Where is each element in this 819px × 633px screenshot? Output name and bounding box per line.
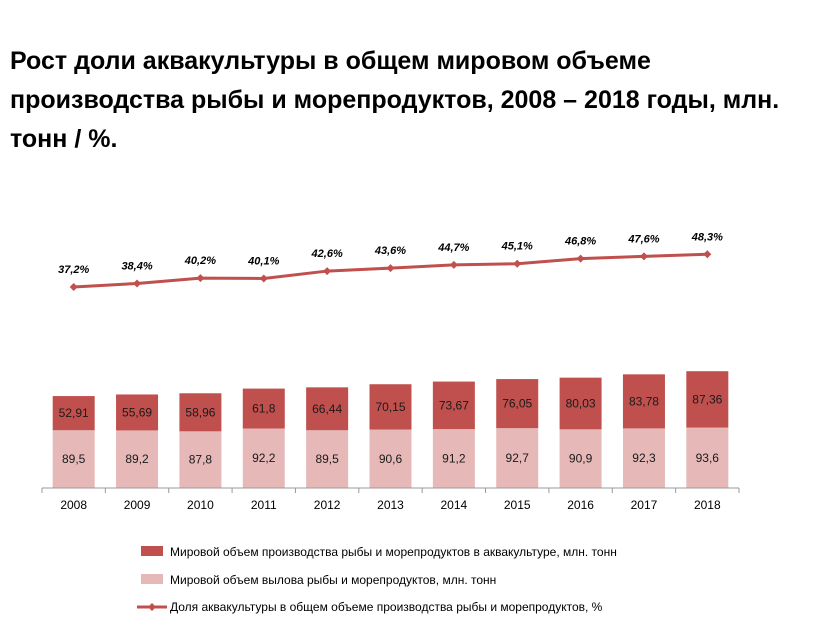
share-label-2010: 40,2% <box>184 255 216 267</box>
label-aquaculture-2016: 80,03 <box>566 396 596 410</box>
bar-catch-2014 <box>432 429 475 488</box>
x-tick-label-2015: 2015 <box>504 498 531 512</box>
bar-catch-2015 <box>496 428 539 488</box>
label-catch-2014: 91,2 <box>442 452 466 466</box>
label-catch-2009: 89,2 <box>125 452 149 466</box>
legend: Мировой объем производства рыбы и морепр… <box>137 545 617 614</box>
share-marker-2018 <box>703 250 712 259</box>
x-axis: 2008 2009 2010 2011 2012 2013 2014 2015 2016 2017… <box>41 487 740 512</box>
bar-catch-2009 <box>116 430 159 488</box>
label-aquaculture-2018: 87,36 <box>692 392 722 406</box>
share-marker-2011 <box>259 274 268 283</box>
bar-aquaculture-2010 <box>179 393 222 432</box>
bar-aquaculture-2011 <box>242 388 285 429</box>
bar-catch-2017 <box>622 428 665 488</box>
share-marker-2010 <box>196 274 205 283</box>
bar-catch-2013 <box>369 429 412 488</box>
bar-aquaculture-2013 <box>369 384 412 430</box>
label-catch-2016: 90,9 <box>569 452 593 466</box>
x-tick-label-2012: 2012 <box>314 498 341 512</box>
x-tick-label-2013: 2013 <box>377 498 404 512</box>
chart-title: Рост доли аквакультуры в общем мировом о… <box>10 47 780 153</box>
bar-catch-2010 <box>179 431 222 488</box>
share-marker-2008 <box>69 283 78 291</box>
x-tick-label-2014: 2014 <box>441 498 468 512</box>
bar-aquaculture-2012 <box>306 387 349 431</box>
bar-aquaculture-2018 <box>686 371 729 428</box>
label-catch-2008: 89,5 <box>62 452 86 466</box>
bar-catch-2008 <box>52 430 95 488</box>
legend-swatch-share-marker <box>148 603 156 611</box>
bar-aquaculture-2016 <box>559 377 602 430</box>
share-label-2018: 48,3% <box>691 231 723 243</box>
legend-label-share: Доля аквакультуры в общем объеме произво… <box>170 600 603 614</box>
x-tick-label-2018: 2018 <box>694 498 721 512</box>
bar-group: 89,5 52,91 89,2 55,69 87,8 58,96 92,2 61,8 89,5 6… <box>52 371 729 488</box>
bar-catch-2012 <box>306 430 349 488</box>
label-aquaculture-2009: 55,69 <box>122 405 152 419</box>
label-catch-2018: 93,6 <box>696 451 720 465</box>
label-aquaculture-2012: 66,44 <box>312 402 342 416</box>
x-tick-label-2009: 2009 <box>124 498 151 512</box>
label-aquaculture-2011: 61,8 <box>252 402 276 416</box>
label-aquaculture-2013: 70,15 <box>375 400 405 414</box>
bar-aquaculture-2014 <box>432 381 475 430</box>
bar-catch-2016 <box>559 429 602 488</box>
share-label-2014: 44,7% <box>437 242 469 254</box>
x-tick-label-2010: 2010 <box>187 498 214 512</box>
bar-aquaculture-2009 <box>116 394 159 431</box>
share-marker-2015 <box>513 259 522 268</box>
x-tick-label-2017: 2017 <box>631 498 658 512</box>
legend-swatch-catch <box>141 574 163 584</box>
share-label-2017: 47,6% <box>627 233 659 245</box>
share-label-2012: 42,6% <box>311 248 343 260</box>
legend-swatch-aquaculture <box>141 546 163 556</box>
share-marker-2016 <box>576 254 585 263</box>
x-tick-label-2016: 2016 <box>567 498 594 512</box>
label-catch-2012: 89,5 <box>315 452 339 466</box>
label-aquaculture-2008: 52,91 <box>59 406 89 420</box>
share-label-2009: 38,4% <box>121 260 152 272</box>
label-aquaculture-2015: 76,05 <box>502 397 532 411</box>
share-marker-2017 <box>639 252 648 261</box>
x-tick-label-2008: 2008 <box>60 498 87 512</box>
label-aquaculture-2014: 73,67 <box>439 398 469 412</box>
bar-aquaculture-2008 <box>52 396 95 431</box>
label-catch-2010: 87,8 <box>189 453 213 467</box>
legend-label-aquaculture: Мировой объем производства рыбы и морепр… <box>170 545 617 559</box>
label-aquaculture-2017: 83,78 <box>629 394 659 408</box>
share-marker-2013 <box>386 264 395 273</box>
bar-catch-2011 <box>242 428 285 488</box>
label-catch-2011: 92,2 <box>252 451 276 465</box>
share-label-2015: 45,1% <box>501 241 533 253</box>
share-label-2013: 43,6% <box>374 245 406 257</box>
share-label-2016: 46,8% <box>564 236 596 248</box>
share-marker-2014 <box>449 260 458 269</box>
label-aquaculture-2010: 58,96 <box>185 405 215 419</box>
legend-label-catch: Мировой объем вылова рыбы и морепродукто… <box>170 573 496 587</box>
share-label-2011: 40,1% <box>247 255 279 267</box>
bar-aquaculture-2017 <box>622 374 665 429</box>
share-marker-2009 <box>133 279 142 288</box>
share-label-2008: 37,2% <box>58 264 89 276</box>
x-tick-label-2011: 2011 <box>251 498 277 512</box>
bar-aquaculture-2015 <box>496 379 539 429</box>
share-marker-2012 <box>323 267 332 276</box>
label-catch-2015: 92,7 <box>506 451 530 465</box>
label-catch-2017: 92,3 <box>632 451 656 465</box>
label-catch-2013: 90,6 <box>379 452 403 466</box>
share-line-group: 37,2% 38,4% 40,2% 40,1% 42,6% 43,6% 44,7% 45,1%… <box>58 231 723 291</box>
bar-catch-2018 <box>686 427 729 488</box>
